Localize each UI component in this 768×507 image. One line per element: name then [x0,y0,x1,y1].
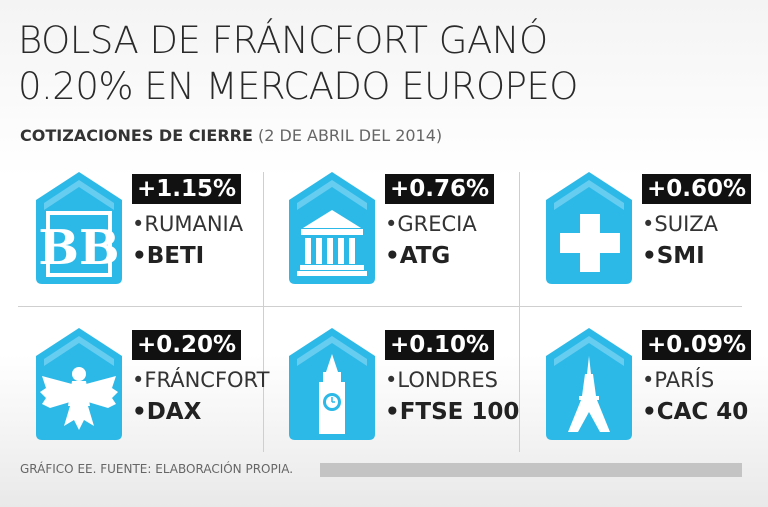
chart-subtitle: COTIZACIONES DE CIERRE (2 DE ABRIL DEL 2… [20,126,442,145]
bvb-logo-icon: BB [32,170,126,286]
variation-label: +0.09% [642,330,752,360]
index-label: •CAC 40 [642,399,749,425]
chart-title: BOLSA DE FRÁNCFORT GANÓ 0.20% EN MERCADO… [18,18,748,110]
index-card: +0.10% •LONDRES •FTSE 100 [285,326,519,446]
title-line-2: 0.20% EN MERCADO EUROPEO [18,65,578,108]
grid-divider-v1 [263,172,264,452]
footer-bar [320,463,742,477]
big-ben-icon [285,326,379,442]
index-label: •FTSE 100 [385,399,520,425]
variation-label: +0.20% [132,330,242,360]
index-label: •SMI [642,243,705,269]
country-label: •GRECIA [385,212,477,236]
country-label: •FRÁNCFORT [132,368,270,392]
variation-label: +0.10% [385,330,495,360]
subtitle-date: (2 DE ABRIL DEL 2014) [257,126,443,145]
country-label: •RUMANIA [132,212,244,236]
grid-divider-v2 [519,172,520,452]
source-note: GRÁFICO EE. FUENTE: ELABORACIÓN PROPIA. [20,462,294,476]
index-card: +0.20% •FRÁNCFORT •DAX [32,326,269,446]
index-label: •DAX [132,399,202,425]
country-label: •LONDRES [385,368,498,392]
country-label: •PARÍS [642,368,715,392]
svg-text:BB: BB [38,220,119,276]
index-card: +0.09% •PARÍS •CAC 40 [542,326,768,446]
subtitle-bold: COTIZACIONES DE CIERRE [20,126,253,145]
index-card: BB +1.15% •RUMANIA •BETI [32,170,262,290]
country-label: •SUIZA [642,212,719,236]
variation-label: +0.60% [642,174,752,204]
title-line-1: BOLSA DE FRÁNCFORT GANÓ [18,19,548,62]
swiss-cross-icon [542,170,636,286]
variation-label: +1.15% [132,174,242,204]
index-label: •ATG [385,243,451,269]
variation-label: +0.76% [385,174,495,204]
german-eagle-icon [32,326,126,442]
index-card: +0.60% •SUIZA •SMI [542,170,768,290]
index-label: •BETI [132,243,205,269]
eiffel-tower-icon [542,326,636,442]
grid-divider-h [18,306,742,307]
greek-temple-icon [285,170,379,286]
index-card: +0.76% •GRECIA •ATG [285,170,515,290]
